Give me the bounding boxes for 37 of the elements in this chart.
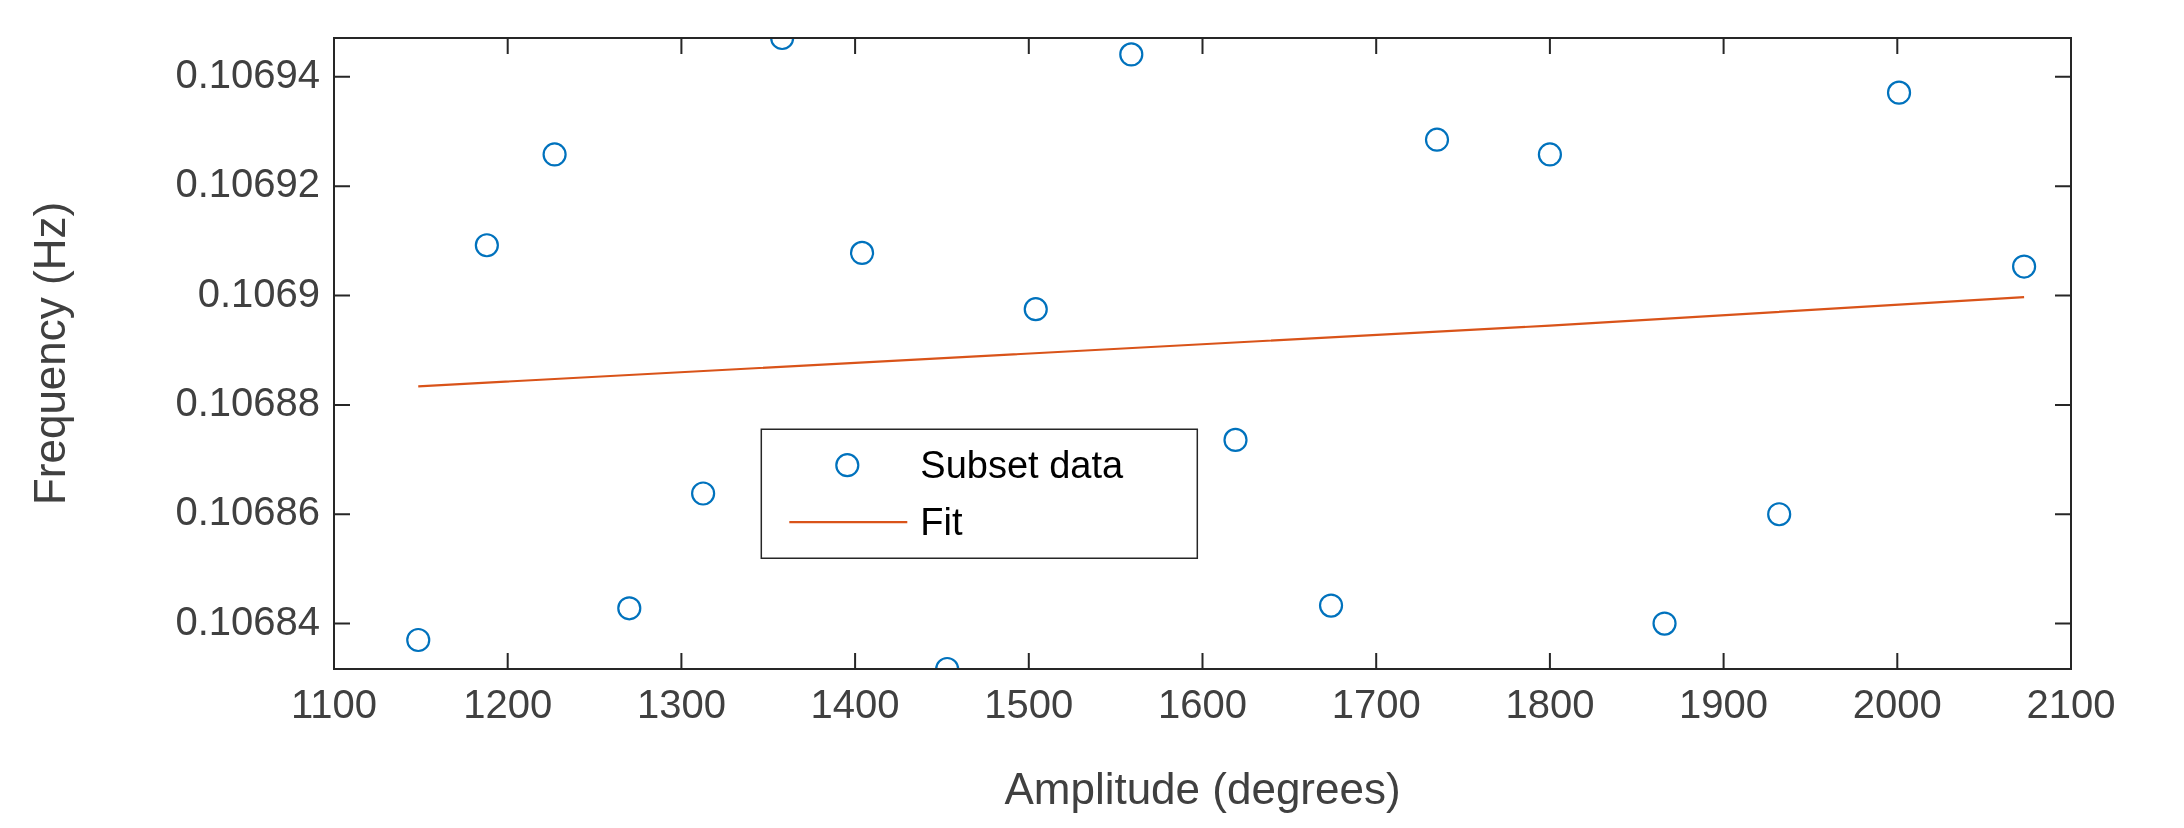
point: [1537, 142, 1562, 167]
y-tick-label: 0.1069: [197, 270, 320, 315]
x-tick-label: 1900: [1679, 682, 1769, 727]
x-tick-label: 1400: [810, 682, 900, 727]
x-tick-label: 1800: [1505, 682, 1595, 727]
point: [1886, 80, 1912, 105]
point: [474, 233, 499, 258]
point: [1424, 127, 1450, 152]
point: [1767, 502, 1792, 527]
point: [542, 142, 567, 167]
point: [2012, 254, 2037, 279]
point: [1318, 593, 1344, 618]
x-tick-label: 1200: [463, 682, 553, 727]
point: [1119, 42, 1144, 67]
legend-label: Subset data: [920, 443, 1124, 486]
y-tick-label: 0.10686: [175, 489, 320, 534]
point: [1652, 611, 1677, 636]
y-tick-label: 0.10692: [175, 161, 320, 206]
x-tick-label: 1100: [290, 682, 378, 727]
y-tick-label: 0.10684: [175, 598, 320, 643]
x-axis-title: Amplitude (degrees): [1004, 763, 1401, 813]
y-axis-title: Frequency (Hz): [24, 201, 74, 506]
y-tick-label: 0.10694: [175, 51, 320, 96]
point: [849, 240, 875, 265]
point: [617, 596, 642, 621]
x-tick-label: 2100: [2026, 682, 2116, 727]
point: [691, 481, 716, 506]
x-tick-label: 1700: [1331, 682, 1421, 727]
x-tick-label: 1300: [636, 682, 726, 727]
legend-label: Fit: [920, 500, 963, 543]
x-tick-label: 1600: [1158, 682, 1247, 727]
point: [406, 627, 431, 653]
y-tick-label: 0.10688: [175, 379, 320, 424]
point: [1023, 297, 1048, 322]
x-tick-label: 1500: [984, 682, 1074, 727]
x-tick-label: 2000: [1852, 682, 1942, 727]
point: [1223, 427, 1248, 452]
